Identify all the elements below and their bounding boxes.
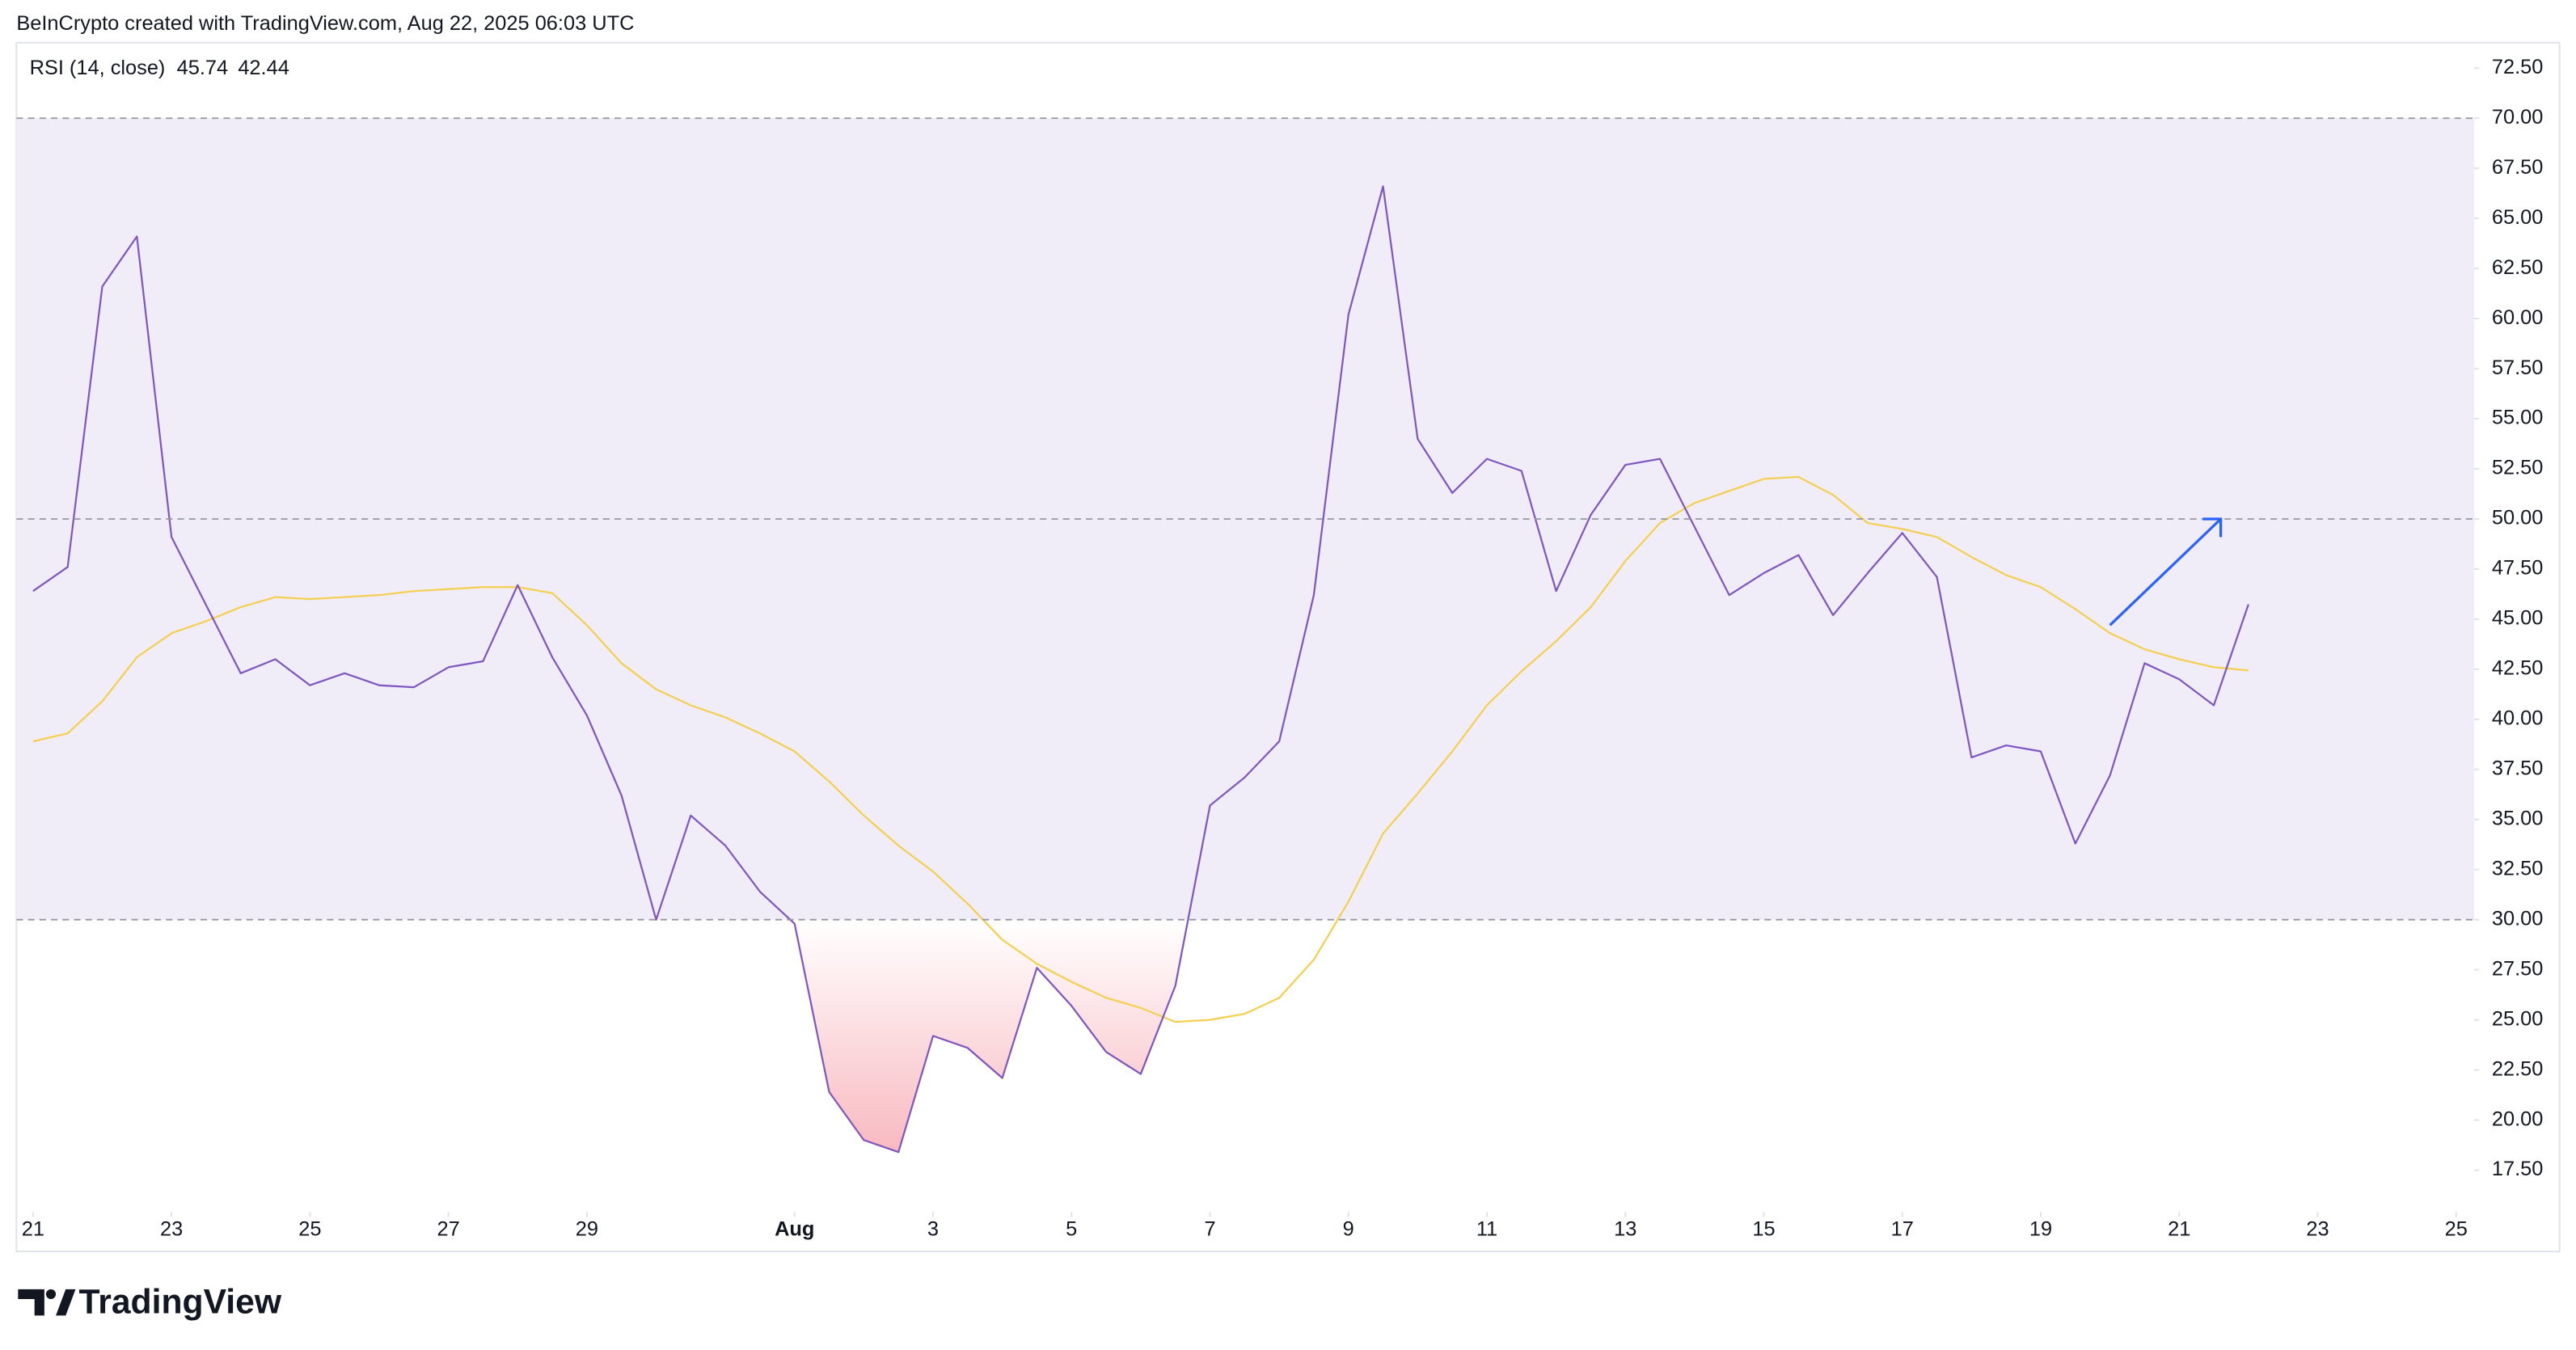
y-tick-label: 57.50 [2492,356,2544,379]
indicator-title: RSI (14, close) [30,57,166,79]
annotation-arrow-head [2202,517,2223,538]
header-credit: BeInCrypto created with TradingView.com,… [16,12,634,35]
x-tick-label: 21 [2168,1217,2190,1240]
plot: 17.50 20.00 22.50 25.00 27.50 30.00 32.50 35.00… [16,56,2543,1240]
x-tick-label: 21 [22,1217,44,1240]
y-tick-label: 30.00 [2492,907,2544,930]
y-tick-label: 35.00 [2492,807,2544,829]
y-tick-label: 67.50 [2492,156,2544,179]
x-tick-label: 23 [160,1217,183,1240]
x-tick-label: 9 [1343,1217,1354,1240]
x-tick-label: Aug [775,1217,814,1240]
legend-value: 42.44 [238,57,289,79]
x-tick-label: 5 [1066,1217,1077,1240]
x-tick-label: 29 [576,1217,598,1240]
x-tick-label: 13 [1614,1217,1636,1240]
logo: TradingView [18,1282,282,1321]
x-tick-label: 19 [2029,1217,2052,1240]
y-tick-label: 45.00 [2492,607,2544,630]
logo-icon [56,1289,76,1316]
series-line [32,185,2249,1154]
y-tick-label: 72.50 [2492,56,2544,78]
y-tick-label: 25.00 [2492,1007,2544,1030]
y-tick-label: 70.00 [2492,106,2544,129]
logo-text: TradingView [79,1282,282,1321]
y-tick-label: 65.00 [2492,206,2544,229]
y-tick-label: 37.50 [2492,757,2544,780]
y-tick-label: 62.50 [2492,256,2544,279]
x-tick-label: 15 [1752,1217,1775,1240]
logo-icon [45,1289,57,1300]
logo-icon [18,1289,44,1316]
clip-group [32,185,2249,1154]
y-tick-label: 55.00 [2492,407,2544,429]
y-tick-label: 50.00 [2492,507,2544,529]
y-tick-label: 40.00 [2492,707,2544,730]
x-tick-label: 7 [1204,1217,1215,1240]
x-tick-label: 11 [1476,1217,1497,1240]
annotation-arrow [2109,517,2222,626]
y-tick-label: 27.50 [2492,957,2544,980]
y-tick-label: 60.00 [2492,306,2544,329]
y-tick-label: 32.50 [2492,857,2544,880]
y-tick-label: 42.50 [2492,657,2544,680]
x-tick-label: 23 [2306,1217,2329,1240]
series-line [32,475,2249,1023]
y-tick-label: 22.50 [2492,1057,2544,1080]
y-tick-label: 17.50 [2492,1158,2544,1180]
x-tick-label: 17 [1891,1217,1914,1240]
x-tick-label: 27 [437,1217,460,1240]
x-tick-label: 3 [927,1217,939,1240]
y-tick-label: 47.50 [2492,557,2544,580]
legend-value: 45.74 [177,57,229,79]
x-tick-label: 25 [298,1217,321,1240]
y-tick-label: 52.50 [2492,457,2544,479]
legend: RSI (14, close) 45.74 42.44 [30,57,289,79]
x-tick-label: 25 [2445,1217,2468,1240]
oversold-fill [32,919,2249,1153]
y-tick-label: 20.00 [2492,1107,2544,1130]
